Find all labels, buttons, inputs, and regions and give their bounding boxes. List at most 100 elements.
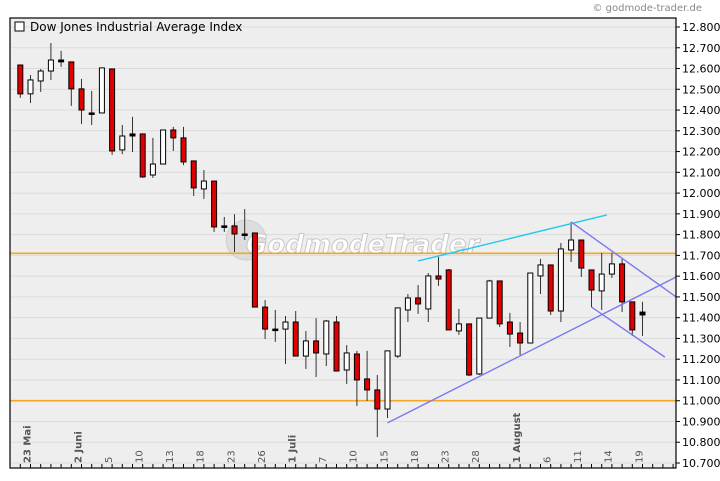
x-tick-label: 28 bbox=[471, 450, 482, 463]
plot-background bbox=[10, 18, 676, 468]
candle-body bbox=[394, 307, 401, 357]
candle-body bbox=[333, 321, 340, 372]
candle bbox=[149, 137, 156, 178]
y-tick-label: 10.700 bbox=[682, 457, 720, 470]
y-tick-label: 12.800 bbox=[682, 21, 720, 34]
y-tick-label: 12.100 bbox=[682, 166, 720, 179]
x-tick-label: 26 bbox=[257, 450, 268, 463]
candle bbox=[262, 300, 269, 340]
candle-body bbox=[47, 59, 54, 72]
candle-body bbox=[323, 320, 330, 355]
candle bbox=[200, 170, 207, 199]
candle-body bbox=[302, 340, 309, 357]
candle bbox=[302, 330, 309, 369]
candle-body bbox=[547, 264, 554, 312]
candle-body bbox=[109, 68, 116, 152]
y-tick-label: 11.000 bbox=[682, 395, 720, 408]
candle bbox=[27, 74, 34, 103]
y-tick-label: 11.400 bbox=[682, 312, 720, 325]
candle-body bbox=[425, 275, 432, 310]
candle bbox=[578, 239, 585, 277]
candle-body bbox=[129, 133, 136, 137]
candle bbox=[88, 90, 95, 125]
candle bbox=[251, 232, 258, 308]
candle-body bbox=[455, 323, 462, 332]
x-tick-label: 19 bbox=[634, 450, 645, 463]
legend-marker bbox=[14, 21, 25, 32]
candle bbox=[374, 374, 381, 438]
candle-body bbox=[476, 317, 483, 375]
candle bbox=[527, 272, 534, 344]
candle-body bbox=[58, 59, 65, 63]
candle bbox=[496, 280, 503, 328]
y-tick-label: 11.200 bbox=[682, 353, 720, 366]
candle-body bbox=[180, 137, 187, 163]
candle bbox=[557, 242, 564, 323]
x-tick-label: 7 bbox=[318, 457, 329, 463]
y-tick-label: 10.800 bbox=[682, 436, 720, 449]
candle bbox=[455, 308, 462, 335]
copyright: © godmode-trader.de bbox=[593, 3, 703, 14]
candle bbox=[241, 209, 248, 241]
x-axis: 23 Mai 2 Juni 5 10 13 18 23 26 1 Juli 7 10 15 18 23 28… bbox=[19, 412, 674, 468]
x-tick-label: 14 bbox=[604, 450, 615, 463]
candle-body bbox=[557, 248, 564, 312]
candle-body bbox=[629, 301, 636, 331]
x-tick-label: 5 bbox=[104, 457, 115, 463]
candle-body bbox=[608, 263, 615, 275]
candle bbox=[231, 214, 238, 253]
x-tick-label: 23 Mai bbox=[22, 425, 33, 463]
candle-body bbox=[588, 269, 595, 291]
candle-body bbox=[435, 275, 442, 280]
candle-body bbox=[445, 269, 452, 331]
candle bbox=[353, 350, 360, 406]
plot-frame bbox=[9, 17, 677, 469]
y-tick-label: 11.600 bbox=[682, 270, 720, 283]
x-tick-label: 18 bbox=[410, 450, 421, 463]
x-tick-label: 2 Juni bbox=[73, 431, 84, 463]
y-tick-label: 12.400 bbox=[682, 104, 720, 117]
candle-body bbox=[639, 311, 646, 316]
candle bbox=[170, 126, 177, 151]
channel-line bbox=[591, 306, 666, 358]
candle bbox=[404, 293, 411, 323]
candle-body bbox=[119, 135, 126, 151]
candle bbox=[384, 350, 391, 418]
candle-body bbox=[598, 273, 605, 292]
candle bbox=[58, 50, 65, 67]
candle-body bbox=[17, 64, 24, 95]
candle bbox=[537, 258, 544, 294]
candle-body bbox=[619, 263, 626, 303]
candle-body bbox=[139, 133, 146, 178]
candle bbox=[619, 258, 626, 313]
y-tick-label: 11.800 bbox=[682, 229, 720, 242]
candle bbox=[445, 269, 452, 331]
candle bbox=[313, 318, 320, 378]
watermark: GodmodeTrader bbox=[225, 219, 482, 261]
candle bbox=[68, 61, 75, 106]
candle bbox=[180, 126, 187, 166]
candle bbox=[588, 269, 595, 308]
candle bbox=[415, 285, 422, 314]
candle-body bbox=[200, 180, 207, 190]
x-tick-label: 18 bbox=[196, 450, 207, 463]
candle-body bbox=[282, 321, 289, 330]
y-axis: 10.700 10.800 10.900 11.000 11.100 11.200 11.3… bbox=[676, 21, 720, 470]
candle bbox=[211, 180, 218, 232]
y-tick-label: 11.700 bbox=[682, 249, 720, 262]
candle bbox=[343, 345, 350, 384]
x-tick-label: 6 bbox=[543, 457, 554, 463]
candle-body bbox=[98, 67, 105, 114]
candle bbox=[47, 42, 54, 80]
candle-body bbox=[486, 280, 493, 319]
candle bbox=[37, 68, 44, 92]
x-tick-label: 11 bbox=[573, 450, 584, 463]
candle-body bbox=[415, 297, 422, 305]
candle bbox=[425, 273, 432, 323]
candle-body bbox=[527, 272, 534, 344]
x-tick-label: 13 bbox=[165, 450, 176, 463]
x-tick-label: 10 bbox=[349, 450, 360, 463]
candle-body bbox=[78, 88, 85, 111]
candle bbox=[323, 319, 330, 367]
x-tick-label: 15 bbox=[379, 450, 390, 463]
